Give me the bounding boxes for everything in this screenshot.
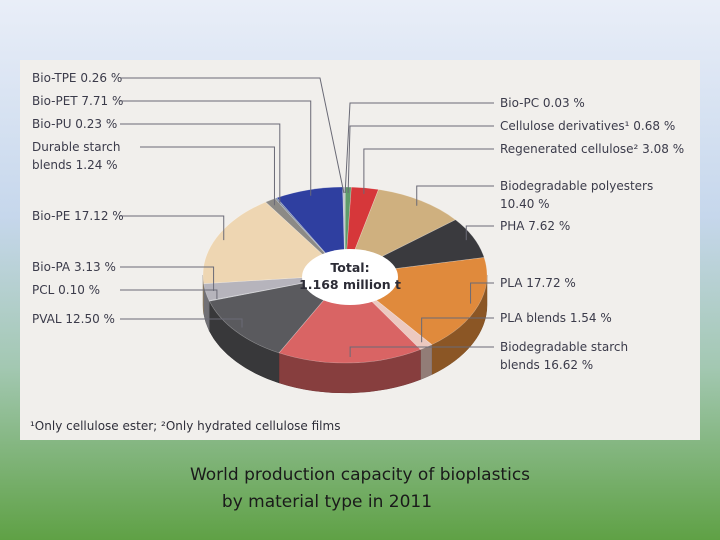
- label-pval-line-1: PVAL 12.50 %: [32, 312, 115, 326]
- leader-biodegradable-starch-blends: [349, 346, 494, 357]
- pie-slice-biodegradable-starch-blends: [278, 274, 422, 364]
- footnote: ¹Only cellulose ester; ²Only hydrated ce…: [30, 419, 340, 433]
- label-pla-line-1: PLA 17.72 %: [500, 276, 576, 290]
- leader-biodegradable-polyesters: [416, 185, 494, 206]
- label-pcl-line-1: PCL 0.10 %: [32, 283, 100, 297]
- leader-pla: [470, 282, 494, 304]
- label-durable-starch-blends-line-2: blends 1.24 %: [32, 158, 118, 172]
- caption-line-2: by material type in 2011: [221, 492, 433, 512]
- label-bio-pc: Bio-PC 0.03 %: [500, 96, 585, 110]
- label-biodegradable-starch-blends-line-2: blends 16.62 %: [500, 358, 593, 372]
- leader-durable-starch-blends: [140, 146, 275, 206]
- label-pcl: PCL 0.10 %: [32, 283, 100, 297]
- chart-figure: Total: 1.168 million t Bio-TPE 0.26 % Bio-P…: [20, 60, 700, 440]
- label-pla-blends-line-1: PLA blends 1.54 %: [500, 311, 612, 325]
- label-bio-pet: Bio-PET 7.71 %: [32, 94, 123, 108]
- label-pha-line-1: PHA 7.62 %: [500, 219, 570, 233]
- label-cellulose-derivatives: Cellulose derivatives¹ 0.68 %: [500, 119, 675, 133]
- label-pla: PLA 17.72 %: [500, 276, 576, 290]
- leader-pval: [120, 318, 243, 328]
- label-bio-pc-line-1: Bio-PC 0.03 %: [500, 96, 585, 110]
- label-biodegradable-polyesters: Biodegradable polyesters 10.40 %: [500, 179, 653, 211]
- pie-center-label-2: 1.168 million t: [299, 277, 401, 292]
- leader-bio-pu: [120, 123, 281, 204]
- leader-bio-pa: [120, 266, 215, 292]
- label-pval: PVAL 12.50 %: [32, 312, 115, 326]
- pie-chart: Total: 1.168 million t Bio-TPE 0.26 % Bio-P…: [30, 71, 684, 433]
- label-bio-pe: Bio-PE 17.12 %: [32, 209, 124, 223]
- leader-bio-pe: [120, 215, 225, 241]
- pie-side-group: [202, 274, 488, 394]
- leader-regenerated-cellulose: [363, 148, 494, 194]
- label-bio-pe-line-1: Bio-PE 17.12 %: [32, 209, 124, 223]
- pie-side-pla-blends: [420, 344, 433, 380]
- leader-bio-tpe: [120, 77, 345, 194]
- pie-slice-pval: [208, 274, 346, 354]
- caption-line-1: World production capacity of bioplastics: [189, 465, 531, 485]
- label-bio-tpe-line-1: Bio-TPE 0.26 %: [32, 71, 122, 85]
- pie-center-label-1: Total:: [330, 260, 369, 275]
- label-regenerated-cellulose-line-1: Regenerated cellulose² 3.08 %: [500, 142, 684, 156]
- leader-pcl: [120, 289, 218, 300]
- label-biodegradable-polyesters-line-2: 10.40 %: [500, 197, 550, 211]
- label-biodegradable-starch-blends-line-1: Biodegradable starch: [500, 340, 628, 354]
- label-bio-pu-line-1: Bio-PU 0.23 %: [32, 117, 117, 131]
- label-pla-blends: PLA blends 1.54 %: [500, 311, 612, 325]
- leader-bio-pc: [344, 102, 494, 194]
- leader-cellulose-derivatives: [347, 125, 494, 194]
- label-pha: PHA 7.62 %: [500, 219, 570, 233]
- label-biodegradable-starch-blends: Biodegradable starch blends 16.62 %: [500, 340, 628, 372]
- label-biodegradable-polyesters-line-1: Biodegradable polyesters: [500, 179, 653, 193]
- label-bio-pet-line-1: Bio-PET 7.71 %: [32, 94, 123, 108]
- leader-bio-pet: [120, 100, 312, 196]
- label-bio-pa-line-1: Bio-PA 3.13 %: [32, 260, 116, 274]
- leader-pla-blends: [421, 317, 494, 343]
- pie-center-disc: [302, 249, 398, 305]
- label-durable-starch-blends: Durable starch blends 1.24 %: [32, 140, 120, 172]
- label-regenerated-cellulose: Regenerated cellulose² 3.08 %: [500, 142, 684, 156]
- leader-pha: [465, 225, 494, 241]
- label-durable-starch-blends-line-1: Durable starch: [32, 140, 120, 154]
- label-bio-pa: Bio-PA 3.13 %: [32, 260, 116, 274]
- label-cellulose-derivatives-line-1: Cellulose derivatives¹ 0.68 %: [500, 119, 675, 133]
- label-bio-tpe: Bio-TPE 0.26 %: [32, 71, 122, 85]
- slide-caption: World production capacity of bioplastics…: [0, 462, 720, 516]
- label-bio-pu: Bio-PU 0.23 %: [32, 117, 117, 131]
